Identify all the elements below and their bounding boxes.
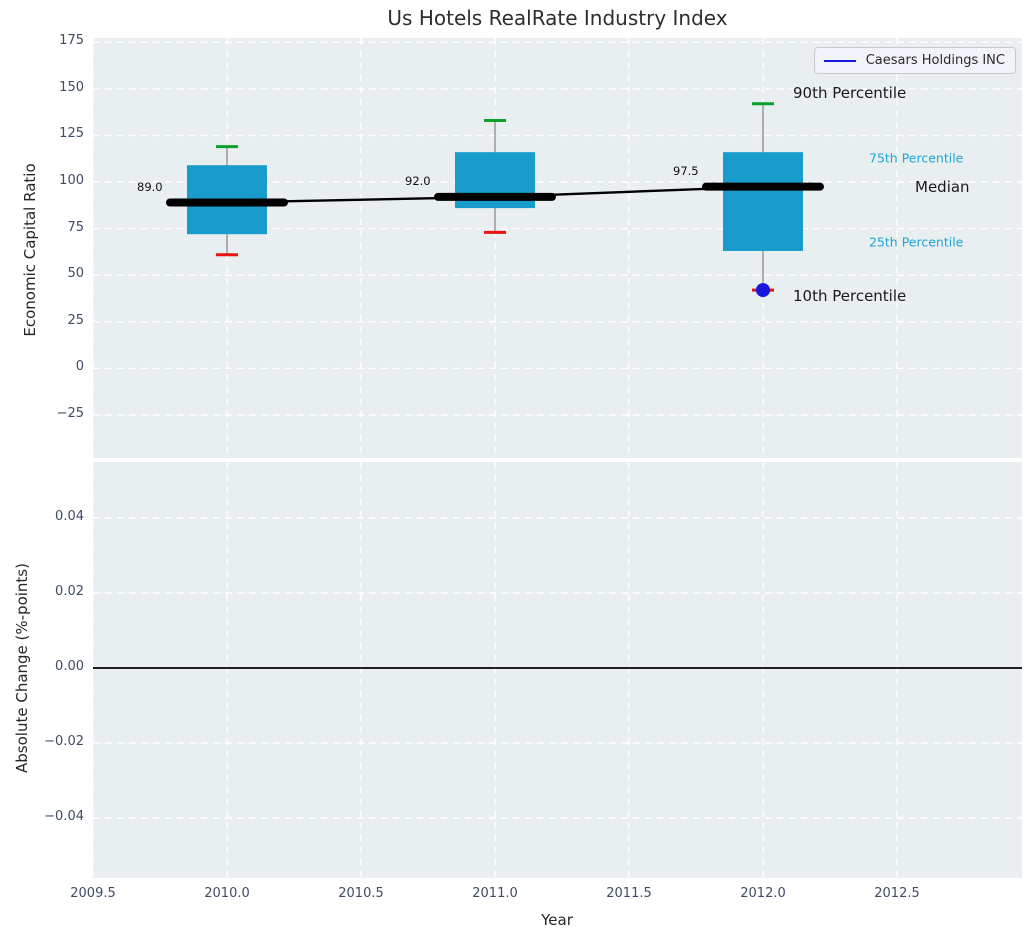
legend: Caesars Holdings INC — [813, 47, 1016, 74]
bottom-plot-canvas — [93, 462, 1022, 878]
x-tick-label: 2011.0 — [472, 886, 518, 901]
x-tick-label: 2012.5 — [874, 886, 920, 901]
y-tick-label: 0.04 — [55, 509, 84, 524]
y-tick-label: −25 — [56, 406, 84, 421]
y-tick-label: 0.02 — [55, 584, 84, 599]
chart-title: Us Hotels RealRate Industry Index — [387, 6, 728, 30]
y-tick-label: 0 — [75, 359, 84, 375]
x-tick-label: 2011.5 — [606, 886, 652, 901]
y-tick-label: 0.00 — [55, 659, 84, 674]
y-tick-label: 150 — [59, 79, 84, 95]
x-tick-label: 2010.5 — [338, 886, 384, 901]
y-tick-label: 25 — [67, 312, 84, 328]
median-value-annotation: 97.5 — [673, 163, 699, 178]
median-value-annotation: 89.0 — [137, 179, 163, 194]
x-tick-label: 2012.0 — [740, 886, 786, 901]
top-plot-area: Caesars Holdings INC 90th Percentile 75th… — [93, 38, 1022, 458]
percentile-label: 75th Percentile — [869, 150, 964, 166]
y-tick-label: −0.04 — [44, 809, 84, 824]
x-tick-label: 2009.5 — [70, 886, 116, 901]
y-tick-label: 175 — [59, 33, 84, 49]
bottom-plot-area — [93, 462, 1022, 878]
y-tick-label: 75 — [67, 219, 84, 235]
y-tick-label: 50 — [67, 266, 84, 282]
y-axis-label-top: Economic Capital Ratio — [21, 163, 39, 337]
percentile-label: 10th Percentile — [793, 287, 907, 306]
top-plot-canvas — [93, 38, 1022, 458]
percentile-label: 90th Percentile — [793, 83, 907, 102]
x-axis-label: Year — [541, 911, 573, 929]
y-tick-label: 100 — [59, 173, 84, 188]
y-tick-label: 125 — [59, 126, 84, 142]
iqr-box — [723, 152, 803, 251]
x-tick-label: 2010.0 — [204, 886, 250, 901]
legend-label: Caesars Holdings INC — [865, 53, 1005, 68]
percentile-label: Median — [915, 177, 970, 196]
y-axis-label-bottom: Absolute Change (%-points) — [13, 563, 31, 773]
median-value-annotation: 92.0 — [405, 173, 431, 188]
company-point-marker — [756, 283, 770, 298]
percentile-label: 25th Percentile — [869, 234, 964, 250]
legend-line-swatch — [823, 59, 856, 62]
y-tick-label: −0.02 — [44, 734, 84, 749]
